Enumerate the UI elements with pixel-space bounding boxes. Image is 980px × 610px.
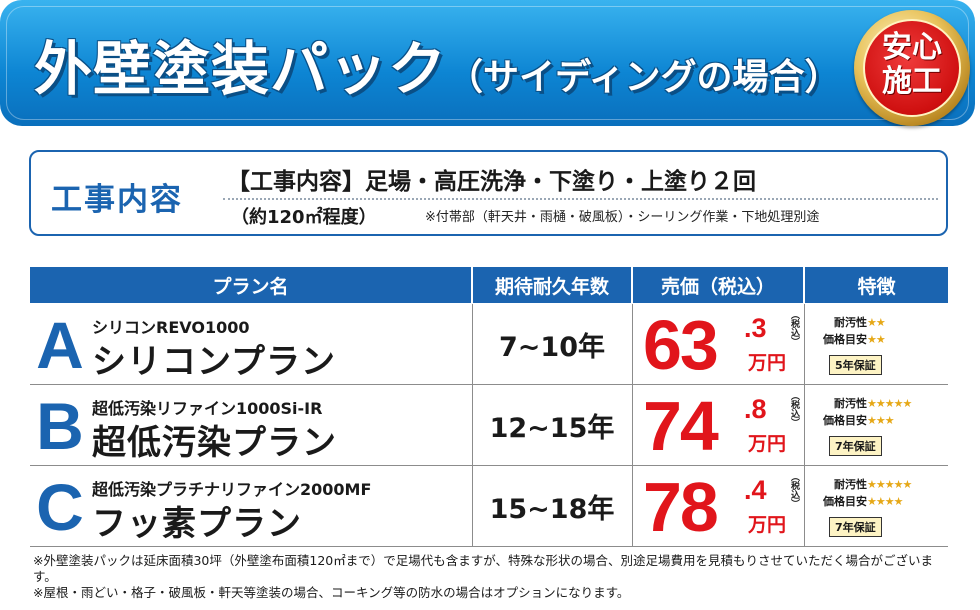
plan-row-b: B 超低汚染リファイン1000Si-IR 超低汚染プラン 12~15年 74 .… xyxy=(30,385,948,466)
column-divider xyxy=(472,304,473,547)
star-icon: ★★ xyxy=(867,333,886,346)
features: 耐汚性★★★★★ 価格目安★★★★ 7年保証 xyxy=(805,466,948,546)
header-price: 売価（税込） xyxy=(633,267,803,303)
cost-label: 価格目安 xyxy=(823,495,867,508)
plan-row-a: A シリコンREVO1000 シリコンプラン 7~10年 63 .3 万円 （税… xyxy=(30,304,948,385)
title-sub: （サイディングの場合） xyxy=(447,57,841,98)
durability-years: 12~15年 xyxy=(489,412,615,444)
column-divider xyxy=(804,304,805,547)
stain-label: 耐汚性 xyxy=(834,316,867,329)
star-icon: ★★★★★ xyxy=(867,478,912,491)
work-content-box: 工事内容 【工事内容】足場・高圧洗浄・下塗り・上塗り２回 （約120㎡程度） ※… xyxy=(29,150,948,236)
price-decimal: .3 xyxy=(744,313,767,343)
plan-letter: C xyxy=(36,470,84,544)
plan-letter: B xyxy=(36,389,84,463)
stain-rating: 耐汚性★★★★★ xyxy=(819,395,912,411)
tax-label: （税込） xyxy=(789,310,799,346)
page-title: 外壁塗装パック（サイディングの場合） xyxy=(34,22,841,106)
plan-letter: A xyxy=(36,308,84,382)
price: 63 .3 万円 （税込） xyxy=(633,304,803,384)
stain-label: 耐汚性 xyxy=(834,478,867,491)
cost-label: 価格目安 xyxy=(823,414,867,427)
work-area: （約120㎡程度） xyxy=(231,207,377,228)
features: 耐汚性★★ 価格目安★★ 5年保証 xyxy=(805,304,948,384)
plan-name: シリコンプラン xyxy=(92,342,336,382)
anshin-seal: 安心 施工 xyxy=(854,10,970,126)
warranty-badge: 5年保証 xyxy=(829,355,882,375)
price: 78 .4 万円 （税込） xyxy=(633,466,803,546)
star-icon: ★★ xyxy=(867,316,886,329)
plan-name: フッ素プラン xyxy=(92,504,302,544)
plan-name: 超低汚染プラン xyxy=(92,423,337,463)
seal-text: 安心 施工 xyxy=(865,31,959,99)
seal-inner: 安心 施工 xyxy=(863,19,961,117)
price-decimal: .8 xyxy=(744,394,767,424)
features: 耐汚性★★★★★ 価格目安★★★ 7年保証 xyxy=(805,385,948,465)
product-name: 超低汚染プラチナリファイン2000MF xyxy=(92,480,372,499)
cost-rating: 価格目安★★ xyxy=(819,331,886,347)
product-name: シリコンREVO1000 xyxy=(92,318,250,337)
product-name: 超低汚染リファイン1000Si-IR xyxy=(92,399,323,418)
column-divider xyxy=(632,304,633,547)
star-icon: ★★★★★ xyxy=(867,397,912,410)
work-divider xyxy=(223,198,938,200)
work-label: 工事内容 xyxy=(51,182,183,218)
price-integer: 78 xyxy=(643,468,719,546)
price-unit: 万円 xyxy=(748,514,787,536)
warranty-badge: 7年保証 xyxy=(829,517,882,537)
footnotes: ※外壁塗装パックは延床面積30坪（外壁塗布面積120㎡まで）で足場代も含ますが、… xyxy=(33,553,953,601)
stain-rating: 耐汚性★★★★★ xyxy=(819,476,912,492)
durability-years: 15~18年 xyxy=(489,493,615,525)
star-icon: ★★★ xyxy=(867,414,895,427)
price-decimal: .4 xyxy=(744,475,767,505)
header-features: 特徴 xyxy=(805,267,948,303)
header-banner: 外壁塗装パック（サイディングの場合） xyxy=(0,0,975,126)
header-plan-name: プラン名 xyxy=(30,267,471,303)
footnote-2: ※屋根・雨どい・格子・破風板・軒天等塗装の場合、コーキング等の防水の場合はオプシ… xyxy=(33,585,630,600)
work-description: 【工事内容】足場・高圧洗浄・下塗り・上塗り２回 xyxy=(227,169,756,195)
cost-rating: 価格目安★★★★ xyxy=(819,493,903,509)
price-integer: 63 xyxy=(643,306,719,384)
seal-line2: 施工 xyxy=(882,64,942,99)
seal-line1: 安心 xyxy=(882,30,942,65)
warranty-badge: 7年保証 xyxy=(829,436,882,456)
stain-rating: 耐汚性★★ xyxy=(819,314,886,330)
cost-rating: 価格目安★★★ xyxy=(819,412,895,428)
tax-label: （税込） xyxy=(789,391,799,427)
header-durability: 期待耐久年数 xyxy=(473,267,631,303)
footnote-1: ※外壁塗装パックは延床面積30坪（外壁塗布面積120㎡まで）で足場代も含ますが、… xyxy=(33,553,933,584)
price-unit: 万円 xyxy=(748,352,787,374)
plan-row-c: C 超低汚染プラチナリファイン2000MF フッ素プラン 15~18年 78 .… xyxy=(30,466,948,547)
durability-years: 7~10年 xyxy=(499,331,605,363)
title-main: 外壁塗装パック xyxy=(34,35,448,103)
work-note: ※付帯部（軒天井・雨樋・破風板）・シーリング作業・下地処理別途 xyxy=(425,210,820,225)
star-icon: ★★★★ xyxy=(867,495,903,508)
stain-label: 耐汚性 xyxy=(834,397,867,410)
tax-label: （税込） xyxy=(789,472,799,508)
cost-label: 価格目安 xyxy=(823,333,867,346)
price: 74 .8 万円 （税込） xyxy=(633,385,803,465)
price-unit: 万円 xyxy=(748,433,787,455)
price-integer: 74 xyxy=(643,387,719,465)
